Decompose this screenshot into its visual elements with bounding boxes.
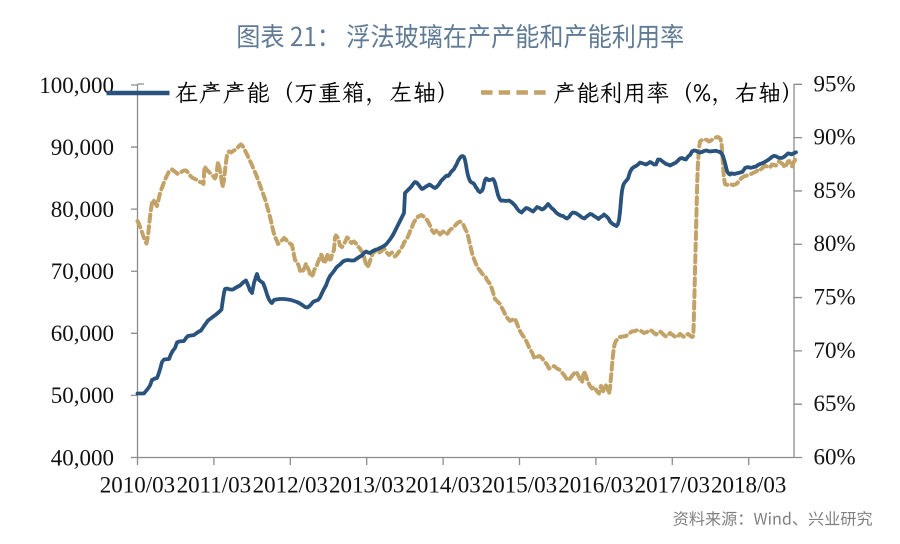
- svg-text:50,000: 50,000: [51, 383, 114, 408]
- svg-text:2011/03: 2011/03: [177, 472, 252, 497]
- svg-text:2017/03: 2017/03: [635, 472, 710, 497]
- svg-text:2016/03: 2016/03: [558, 472, 633, 497]
- svg-text:90,000: 90,000: [51, 135, 114, 160]
- svg-text:2013/03: 2013/03: [329, 472, 404, 497]
- svg-text:80%: 80%: [814, 231, 856, 256]
- svg-text:95%: 95%: [814, 71, 856, 96]
- svg-text:40,000: 40,000: [51, 445, 114, 470]
- svg-text:85%: 85%: [814, 178, 856, 203]
- svg-text:60,000: 60,000: [51, 321, 114, 346]
- svg-text:75%: 75%: [814, 285, 856, 310]
- svg-text:2015/03: 2015/03: [482, 472, 557, 497]
- svg-text:2018/03: 2018/03: [711, 472, 786, 497]
- svg-text:70%: 70%: [814, 338, 856, 363]
- svg-text:60%: 60%: [814, 445, 856, 470]
- svg-text:2012/03: 2012/03: [253, 472, 328, 497]
- svg-text:100,000: 100,000: [39, 73, 114, 98]
- svg-text:2014/03: 2014/03: [405, 472, 480, 497]
- svg-text:65%: 65%: [814, 391, 856, 416]
- svg-text:70,000: 70,000: [51, 259, 114, 284]
- svg-text:80,000: 80,000: [51, 197, 114, 222]
- svg-text:2010/03: 2010/03: [100, 472, 175, 497]
- svg-text:90%: 90%: [814, 125, 856, 150]
